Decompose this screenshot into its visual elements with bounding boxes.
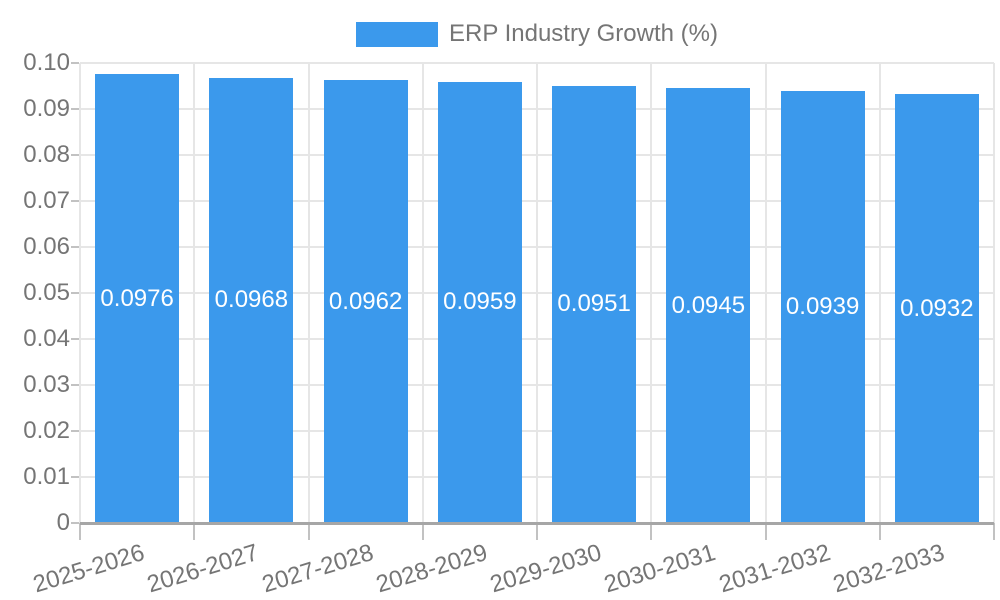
x-axis-baseline — [80, 522, 994, 525]
y-tick-mark — [71, 292, 79, 294]
x-tick-mark — [878, 523, 881, 540]
x-tick-mark — [193, 523, 196, 540]
gridline-vertical — [421, 63, 424, 523]
bar-2032-2033[interactable]: 0.0932 — [894, 94, 979, 523]
y-tick-label: 0.08 — [23, 141, 70, 168]
plot-area: 0.0976 0.0968 0.0962 0.0959 0.0951 0.0945 0.09… — [79, 62, 995, 525]
gridline-vertical — [878, 63, 881, 523]
y-tick-mark — [71, 476, 79, 478]
bar-value-label: 0.0968 — [214, 286, 289, 314]
gridline-vertical — [307, 63, 310, 523]
x-tick-mark — [764, 523, 767, 540]
bar-2027-2028[interactable]: 0.0962 — [323, 80, 408, 523]
legend[interactable]: ERP Industry Growth (%) — [80, 20, 994, 48]
y-tick-label: 0.04 — [23, 325, 70, 352]
y-tick-label: 0 — [56, 509, 70, 536]
x-tick-mark — [650, 523, 653, 540]
y-tick-mark — [71, 154, 79, 156]
y-tick-mark — [71, 430, 79, 432]
gridline-vertical — [79, 63, 81, 523]
y-tick-label: 0.06 — [23, 233, 70, 260]
y-tick-label: 0.03 — [23, 371, 70, 398]
bar-value-label: 0.0959 — [443, 288, 517, 316]
bar-2028-2029[interactable]: 0.0959 — [437, 81, 522, 523]
y-tick-label: 0.07 — [23, 187, 70, 214]
y-tick-label: 0.09 — [23, 95, 70, 122]
y-tick-mark — [71, 522, 79, 524]
bar-2029-2030[interactable]: 0.0951 — [552, 85, 637, 523]
legend-swatch-icon — [356, 21, 439, 47]
x-tick-mark — [307, 523, 310, 540]
gridline-vertical — [536, 63, 538, 523]
bar-value-label: 0.0945 — [671, 291, 746, 319]
y-tick-mark — [71, 62, 79, 64]
bar-value-label: 0.0932 — [900, 294, 974, 322]
bar-value-label: 0.0939 — [785, 293, 860, 321]
y-tick-mark — [71, 200, 79, 202]
x-tick-mark — [421, 523, 424, 540]
y-tick-label: 0.02 — [23, 417, 70, 444]
bar-value-label: 0.0962 — [328, 287, 403, 315]
bar-2030-2031[interactable]: 0.0945 — [666, 88, 751, 523]
y-tick-label: 0.10 — [23, 49, 70, 76]
y-tick-mark — [71, 338, 79, 340]
bar-value-label: 0.0951 — [557, 290, 631, 318]
x-tick-mark — [79, 523, 81, 540]
y-tick-mark — [71, 108, 79, 110]
gridline-vertical — [993, 63, 995, 523]
gridline-vertical — [650, 63, 653, 523]
bar-value-label: 0.0976 — [100, 284, 174, 312]
y-tick-mark — [71, 246, 79, 248]
bar-2031-2032[interactable]: 0.0939 — [780, 91, 865, 523]
y-tick-label: 0.05 — [23, 279, 70, 306]
gridline-vertical — [764, 63, 767, 523]
bar-2026-2027[interactable]: 0.0968 — [209, 77, 294, 523]
x-tick-mark — [536, 523, 538, 540]
gridline-vertical — [193, 63, 196, 523]
legend-label: ERP Industry Growth (%) — [449, 20, 718, 47]
y-tick-mark — [71, 384, 79, 386]
y-tick-label: 0.01 — [23, 463, 70, 490]
bar-2025-2026[interactable]: 0.0976 — [95, 74, 180, 523]
x-tick-mark — [993, 523, 995, 540]
